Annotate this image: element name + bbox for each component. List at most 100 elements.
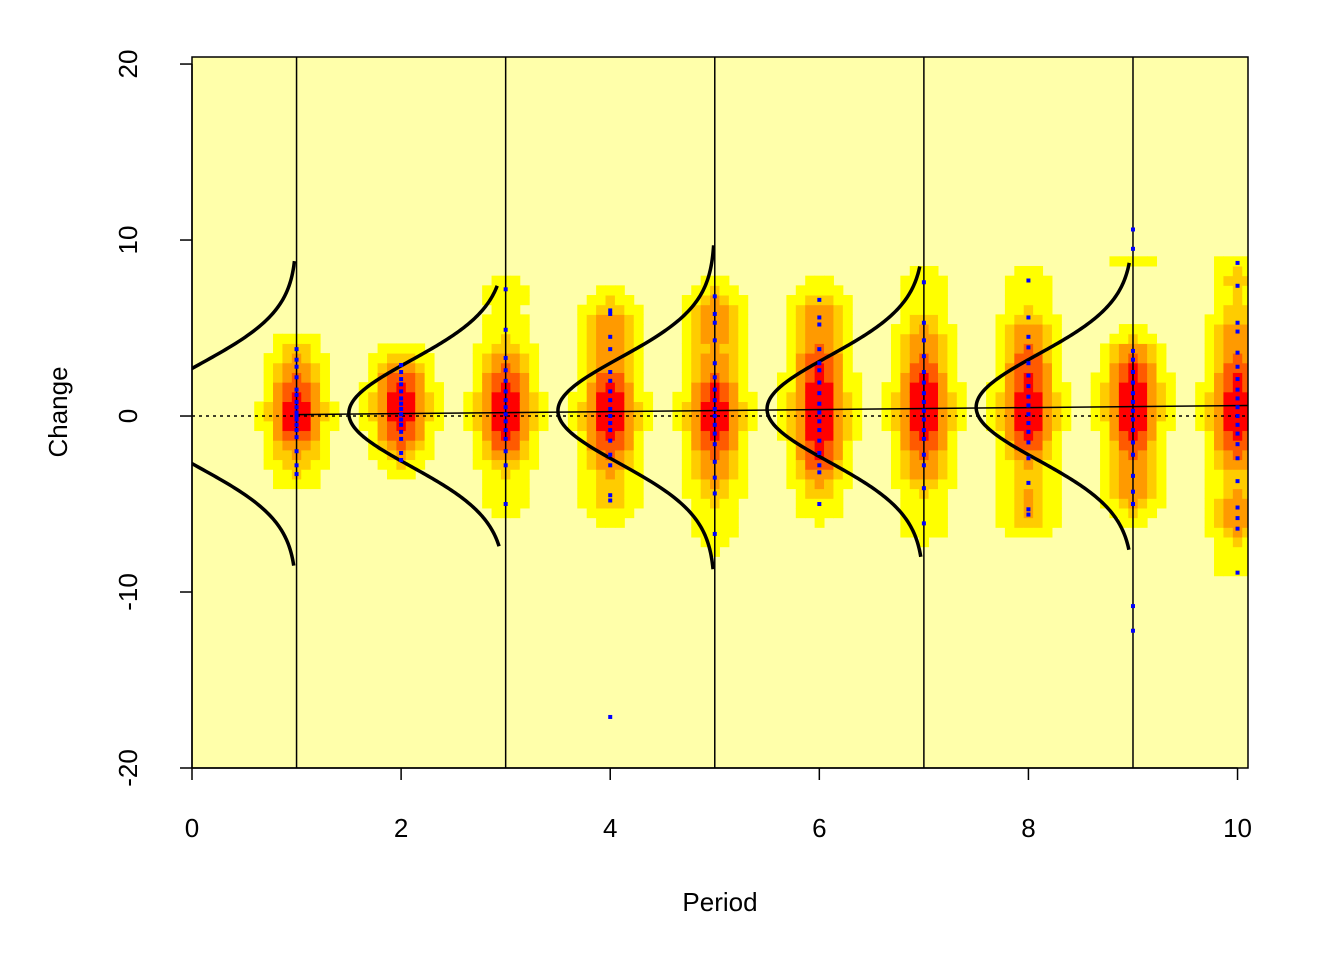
density-tile — [890, 459, 901, 470]
density-tile — [1042, 488, 1053, 499]
point — [921, 417, 926, 422]
density-tile — [1004, 362, 1015, 373]
density-tile — [482, 324, 493, 335]
density-tile — [310, 449, 321, 461]
density-tile — [691, 459, 702, 470]
point — [1026, 421, 1031, 426]
density-tile — [928, 517, 939, 528]
density-tile — [605, 372, 616, 383]
density-tile — [909, 478, 920, 490]
density-tile — [624, 459, 635, 470]
density-tile — [282, 353, 293, 364]
density-tile — [1137, 256, 1148, 267]
density-tile — [909, 295, 920, 306]
density-tile — [995, 401, 1006, 412]
density-tile — [1214, 537, 1224, 548]
density-tile — [890, 469, 901, 480]
density-tile — [700, 372, 711, 383]
density-tile — [614, 324, 625, 335]
density-tile — [995, 430, 1006, 441]
point — [1235, 442, 1240, 447]
density-tile — [1033, 478, 1044, 490]
density-tile — [747, 401, 758, 412]
density-tile — [890, 430, 901, 441]
density-tile — [1042, 304, 1053, 315]
density-tile — [928, 469, 939, 480]
density-tile — [1137, 391, 1148, 403]
density-tile — [1204, 401, 1215, 412]
density-tile — [1042, 275, 1053, 286]
density-tile — [1232, 314, 1243, 325]
density-tile — [1023, 411, 1034, 422]
density-tile — [1014, 459, 1025, 470]
density-tile — [1051, 478, 1062, 490]
density-tile — [273, 362, 283, 373]
density-tile — [1223, 449, 1234, 461]
density-tile — [434, 401, 444, 412]
density-tile — [805, 382, 816, 393]
density-tile — [928, 333, 939, 344]
density-tile — [273, 401, 283, 412]
density-tile — [529, 420, 540, 432]
density-tile — [519, 382, 530, 393]
point — [712, 475, 717, 480]
density-tile — [928, 488, 939, 499]
density-tile — [719, 304, 730, 315]
density-tile — [1147, 507, 1158, 519]
density-tile — [824, 314, 834, 325]
density-tile — [928, 391, 939, 403]
density-tile — [814, 314, 825, 325]
density-tile — [1004, 275, 1015, 286]
density-tile — [1004, 324, 1015, 335]
density-tile — [1109, 507, 1120, 519]
density-tile — [681, 343, 692, 354]
density-tile — [719, 430, 730, 441]
density-tile — [928, 362, 939, 373]
density-tile — [805, 440, 816, 451]
density-tile — [1023, 469, 1034, 480]
density-tile — [928, 324, 939, 335]
density-tile — [1223, 362, 1234, 373]
density-tile — [1147, 469, 1158, 480]
density-tile — [1004, 382, 1015, 393]
density-tile — [681, 430, 692, 441]
point — [817, 347, 822, 352]
density-tile — [824, 440, 834, 451]
density-tile — [1261, 527, 1271, 537]
density-tile — [890, 391, 901, 403]
density-tile — [577, 488, 588, 499]
density-tile — [472, 411, 483, 422]
density-tile — [900, 527, 911, 538]
density-tile — [577, 324, 588, 335]
density-tile — [776, 391, 787, 403]
density-tile — [633, 333, 644, 344]
density-tile — [928, 343, 939, 354]
density-tile — [1252, 508, 1262, 518]
density-tile — [538, 420, 549, 432]
point — [817, 361, 822, 366]
density-tile — [1014, 382, 1025, 393]
density-tile — [415, 420, 426, 432]
density-tile — [1156, 478, 1167, 490]
density-tile — [1023, 362, 1034, 373]
density-tile — [928, 411, 939, 422]
density-tile — [842, 420, 853, 432]
density-tile — [728, 401, 739, 412]
density-tile — [728, 517, 739, 528]
density-tile — [805, 449, 816, 461]
point — [1026, 480, 1031, 485]
density-tile — [814, 507, 825, 519]
point — [399, 422, 404, 427]
density-tile — [491, 353, 502, 364]
density-tile — [1042, 430, 1053, 441]
density-tile — [738, 469, 749, 480]
density-tile — [900, 314, 911, 325]
density-tile — [434, 420, 444, 432]
density-tile — [1252, 431, 1262, 441]
density-tile — [681, 459, 692, 470]
density-tile — [1252, 440, 1262, 450]
density-tile — [491, 362, 502, 373]
density-tile — [529, 372, 540, 383]
density-tile — [415, 391, 426, 403]
density-tile — [405, 362, 416, 373]
